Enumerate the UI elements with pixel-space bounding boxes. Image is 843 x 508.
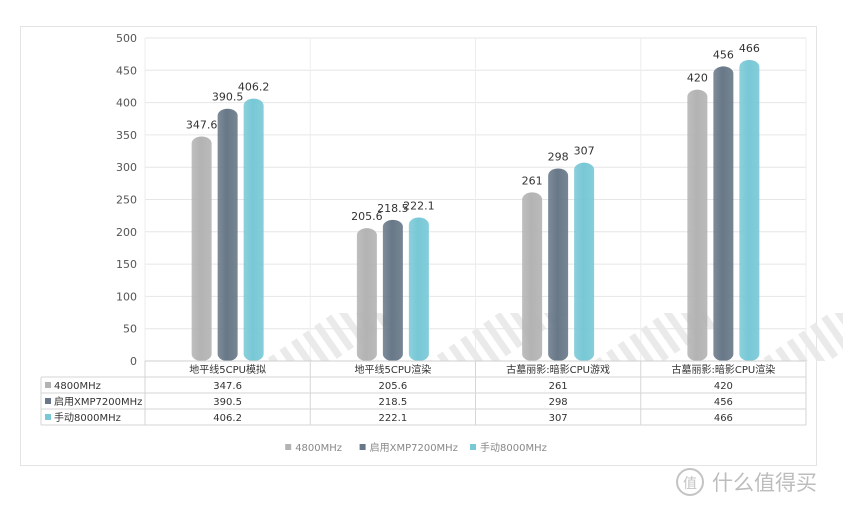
- y-tick-label: 100: [116, 290, 137, 303]
- y-tick-label: 500: [116, 32, 137, 45]
- data-label: 390.5: [212, 91, 244, 104]
- y-tick-label: 450: [116, 64, 137, 77]
- table-cell: 390.5: [213, 397, 242, 408]
- legend-swatch: [359, 444, 366, 450]
- watermark-logo: [676, 468, 704, 496]
- bar-2-1: [548, 168, 569, 361]
- legend-item: 启用XMP7200MHz: [370, 441, 458, 454]
- data-label: 222.1: [403, 200, 435, 213]
- legend-swatch: [470, 444, 476, 450]
- category-label: 古墓丽影:暗影CPU游戏: [506, 363, 610, 376]
- bar-3-2: [739, 59, 760, 362]
- table-cell: 406.2: [213, 413, 242, 424]
- legend-swatch: [285, 444, 292, 450]
- table-series-swatch: [45, 414, 51, 420]
- category-label: 地平线5CPU模拟: [189, 363, 266, 376]
- y-tick-label: 200: [116, 226, 137, 239]
- y-tick-label: 250: [116, 194, 137, 207]
- bar-shadow: [263, 313, 404, 361]
- y-tick-label: 350: [116, 129, 137, 142]
- table-cell: 298: [549, 397, 568, 408]
- legend-item: 4800MHz: [295, 443, 342, 454]
- table-series-swatch: [45, 382, 51, 388]
- data-label: 406.2: [238, 81, 270, 94]
- y-tick-label: 400: [116, 97, 137, 110]
- table-series-name: 启用XMP7200MHz: [54, 395, 142, 408]
- table-series-name: 手动8000MHz: [54, 411, 121, 424]
- bar-shadow: [428, 313, 569, 361]
- category-label: 地平线5CPU渲染: [355, 363, 432, 376]
- table-series-name: 4800MHz: [54, 381, 101, 392]
- watermark-text: 什么值得买: [712, 471, 817, 495]
- bar-1-0: [356, 228, 377, 361]
- category-label: 古墓丽影:暗影CPU渲染: [672, 363, 776, 376]
- bar-0-0: [191, 136, 212, 361]
- bar-3-0: [687, 89, 708, 362]
- legend-item: 手动8000MHz: [480, 441, 547, 454]
- bar-shadow: [759, 313, 843, 361]
- data-label: 466: [739, 42, 760, 55]
- bar-1-2: [408, 217, 429, 361]
- y-tick-label: 300: [116, 161, 137, 174]
- table-cell: 456: [714, 397, 733, 408]
- table-cell: 218.5: [379, 397, 408, 408]
- bar-2-2: [574, 162, 595, 361]
- y-tick-label: 150: [116, 258, 137, 271]
- data-label: 298: [548, 150, 569, 163]
- table-cell: 307: [549, 413, 568, 424]
- bar-0-2: [243, 98, 264, 362]
- bar-3-1: [713, 66, 734, 361]
- table-cell: 466: [714, 413, 733, 424]
- data-label: 420: [687, 72, 708, 85]
- bar-2-0: [522, 192, 543, 361]
- table-cell: 261: [549, 381, 568, 392]
- table-series-swatch: [45, 398, 51, 404]
- data-label: 347.6: [186, 118, 218, 131]
- y-tick-label: 0: [130, 355, 137, 368]
- bar-0-1: [217, 108, 238, 361]
- watermark-glyph: 值: [683, 476, 697, 492]
- bar-shadow: [594, 313, 735, 361]
- data-label: 456: [713, 48, 734, 61]
- data-label: 307: [574, 145, 595, 158]
- bar-1-1: [382, 219, 403, 361]
- data-label: 205.6: [351, 210, 383, 223]
- table-cell: 222.1: [379, 413, 408, 424]
- y-tick-label: 50: [123, 323, 137, 336]
- data-label: 261: [522, 174, 543, 187]
- table-cell: 347.6: [213, 381, 242, 392]
- table-cell: 205.6: [379, 381, 408, 392]
- data-label: 218.5: [377, 202, 409, 215]
- table-cell: 420: [714, 381, 733, 392]
